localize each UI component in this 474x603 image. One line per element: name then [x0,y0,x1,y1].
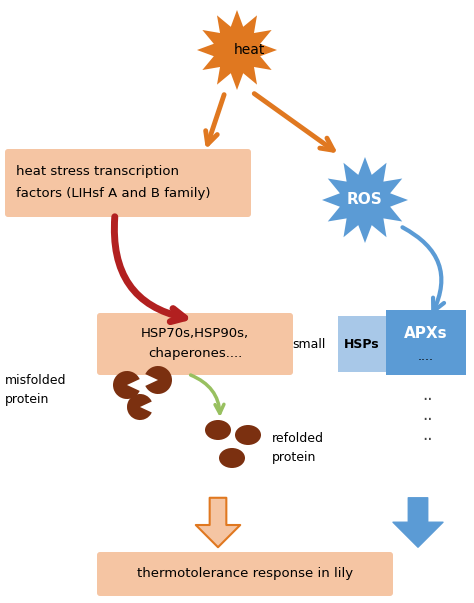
Ellipse shape [235,425,261,445]
Text: APXs: APXs [404,326,448,341]
Text: small: small [292,338,325,350]
FancyBboxPatch shape [97,313,293,375]
FancyBboxPatch shape [338,316,386,372]
Text: refolded
protein: refolded protein [272,432,324,464]
Text: misfolded
protein: misfolded protein [5,374,66,405]
Text: ....: .... [418,350,434,362]
Text: heat: heat [233,43,264,57]
Text: ..: .. [423,386,433,404]
Text: ..: .. [423,406,433,424]
Ellipse shape [205,420,231,440]
Text: ROS: ROS [347,192,383,207]
Polygon shape [197,10,277,90]
Wedge shape [146,366,172,394]
Text: HSP70s,HSP90s,: HSP70s,HSP90s, [141,326,249,339]
FancyBboxPatch shape [386,310,466,375]
Text: ..: .. [423,426,433,444]
FancyBboxPatch shape [97,552,393,596]
Text: chaperones....: chaperones.... [148,347,242,361]
Text: factors (LIHsf A and B family): factors (LIHsf A and B family) [16,188,210,201]
Ellipse shape [219,448,245,468]
Text: thermotolerance response in lily: thermotolerance response in lily [137,567,353,581]
Wedge shape [127,394,152,420]
FancyBboxPatch shape [5,149,251,217]
Polygon shape [322,157,408,243]
Text: heat stress transcription: heat stress transcription [16,165,179,178]
Text: HSPs: HSPs [344,338,380,350]
Wedge shape [113,371,140,399]
